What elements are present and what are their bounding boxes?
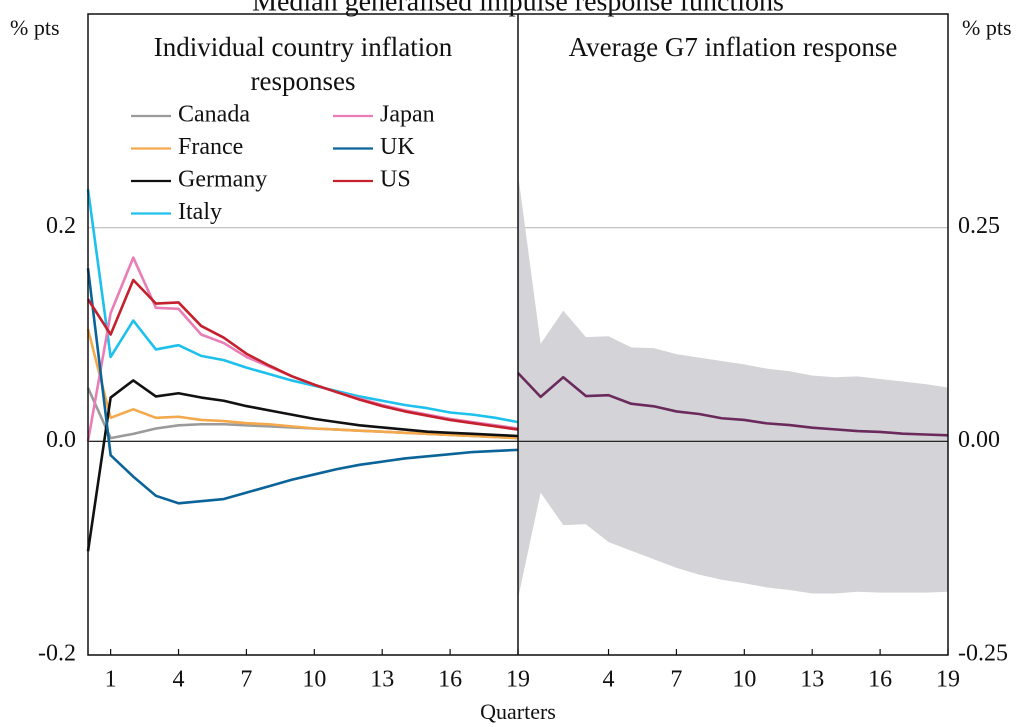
legend-label: France xyxy=(178,134,243,160)
x-tick-label: 10 xyxy=(302,667,326,693)
series-line xyxy=(86,328,519,440)
x-tick-label: 4 xyxy=(603,667,615,693)
x-tick-label: 7 xyxy=(670,667,682,693)
y-axis-label: % pts xyxy=(10,15,60,40)
series-line xyxy=(517,372,949,437)
legend-label: Germany xyxy=(178,167,267,193)
panel-subtitle: Individual country inflation responses xyxy=(153,32,453,96)
x-tick-label: 16 xyxy=(438,667,462,693)
series-line xyxy=(86,278,519,431)
legend-label: UK xyxy=(380,134,415,160)
panel-subtitle: Average G7 inflation response xyxy=(568,32,898,62)
chart-title: Median generalised impulse response func… xyxy=(252,0,784,17)
x-tick-label: 13 xyxy=(800,667,824,693)
legend-label: US xyxy=(380,167,411,193)
x-axis-label: Quarters xyxy=(480,699,556,724)
y-tick-label: -0.25 xyxy=(958,641,1008,667)
legend-label: Japan xyxy=(380,102,435,128)
x-tick-label: 4 xyxy=(173,667,185,693)
y-axis-label: % pts xyxy=(962,15,1012,40)
series-line xyxy=(86,379,519,552)
x-tick-label: 10 xyxy=(732,667,756,693)
x-tick-label: 19 xyxy=(506,667,530,693)
x-tick-label: 19 xyxy=(936,667,960,693)
series-line xyxy=(86,268,519,505)
x-tick-label: 1 xyxy=(105,667,117,693)
x-tick-label: 13 xyxy=(370,667,394,693)
y-tick-label: 0.0 xyxy=(46,427,76,453)
y-tick-label: 0.2 xyxy=(46,213,76,239)
legend-label: Canada xyxy=(178,102,250,128)
y-tick-label: -0.2 xyxy=(38,641,76,667)
confidence-band xyxy=(518,173,948,599)
legend-label: Italy xyxy=(178,199,222,225)
y-tick-label: 0.25 xyxy=(958,213,1000,239)
x-tick-label: 7 xyxy=(240,667,252,693)
y-tick-label: 0.00 xyxy=(958,427,1000,453)
x-tick-label: 16 xyxy=(868,667,892,693)
series-line xyxy=(86,189,519,424)
